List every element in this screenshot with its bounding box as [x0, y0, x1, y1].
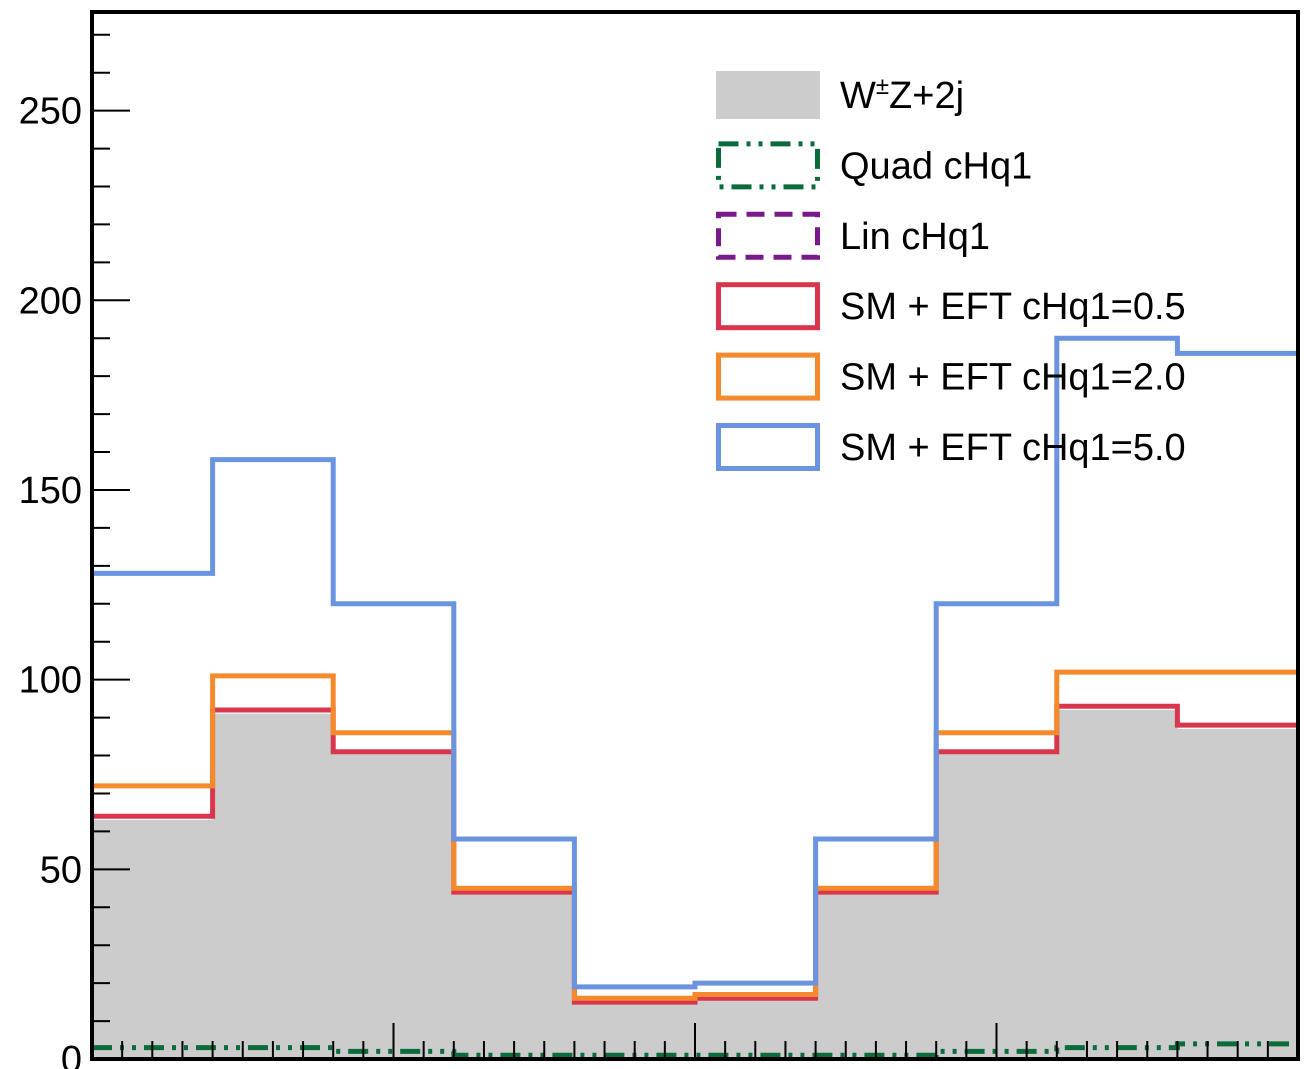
legend-label: SM + EFT cHq1=2.0 — [840, 357, 1186, 399]
legend-swatch — [716, 211, 820, 260]
legend-label: Quad cHq1 — [840, 145, 1032, 187]
bin-bar-3 — [453, 892, 575, 1059]
y-tick-label: 200 — [19, 280, 82, 322]
y-tick-label: 50 — [40, 849, 82, 891]
legend: W±Z+2j Quad cHq1 Lin cHq1 SM + EFT cHq1=0.5… — [716, 71, 1186, 471]
bin-bar-2 — [333, 751, 455, 1059]
bin-bar-6 — [815, 892, 937, 1059]
legend-entry-2: Lin cHq1 — [716, 211, 990, 260]
legend-swatch — [716, 352, 820, 401]
legend-entry-0: W±Z+2j — [716, 71, 964, 119]
y-tick-label: 250 — [19, 91, 82, 133]
y-tick-label: 100 — [19, 660, 82, 702]
bin-bar-7 — [936, 751, 1058, 1059]
series-line-4 — [92, 669, 1298, 1001]
legend-entry-1: Quad cHq1 — [716, 141, 1032, 190]
bin-bar-9 — [1177, 728, 1298, 1059]
legend-label: SM + EFT cHq1=0.5 — [840, 286, 1186, 328]
legend-entry-4: SM + EFT cHq1=2.0 — [716, 352, 1186, 401]
legend-label: Lin cHq1 — [840, 216, 990, 258]
y-tick-label: 0 — [61, 1039, 82, 1069]
series-5 — [92, 335, 1298, 990]
legend-swatch — [716, 71, 820, 119]
legend-swatch — [716, 423, 820, 471]
axis-layer: 0 50 100 150 200 250 — [19, 33, 1299, 1069]
legend-entry-5: SM + EFT cHq1=5.0 — [716, 423, 1186, 471]
series-0 — [92, 710, 1298, 1059]
series-line-5 — [92, 335, 1298, 990]
bin-bar-1 — [212, 713, 334, 1059]
y-tick-label: 150 — [19, 470, 82, 512]
legend-entry-3: SM + EFT cHq1=0.5 — [716, 282, 1186, 331]
bin-bar-8 — [1056, 710, 1178, 1059]
legend-swatch — [716, 282, 820, 331]
legend-label: W±Z+2j — [840, 73, 964, 117]
bin-bar-0 — [92, 820, 214, 1059]
series-4 — [92, 669, 1298, 1001]
legend-label: SM + EFT cHq1=5.0 — [840, 427, 1186, 469]
legend-swatch — [716, 141, 820, 190]
